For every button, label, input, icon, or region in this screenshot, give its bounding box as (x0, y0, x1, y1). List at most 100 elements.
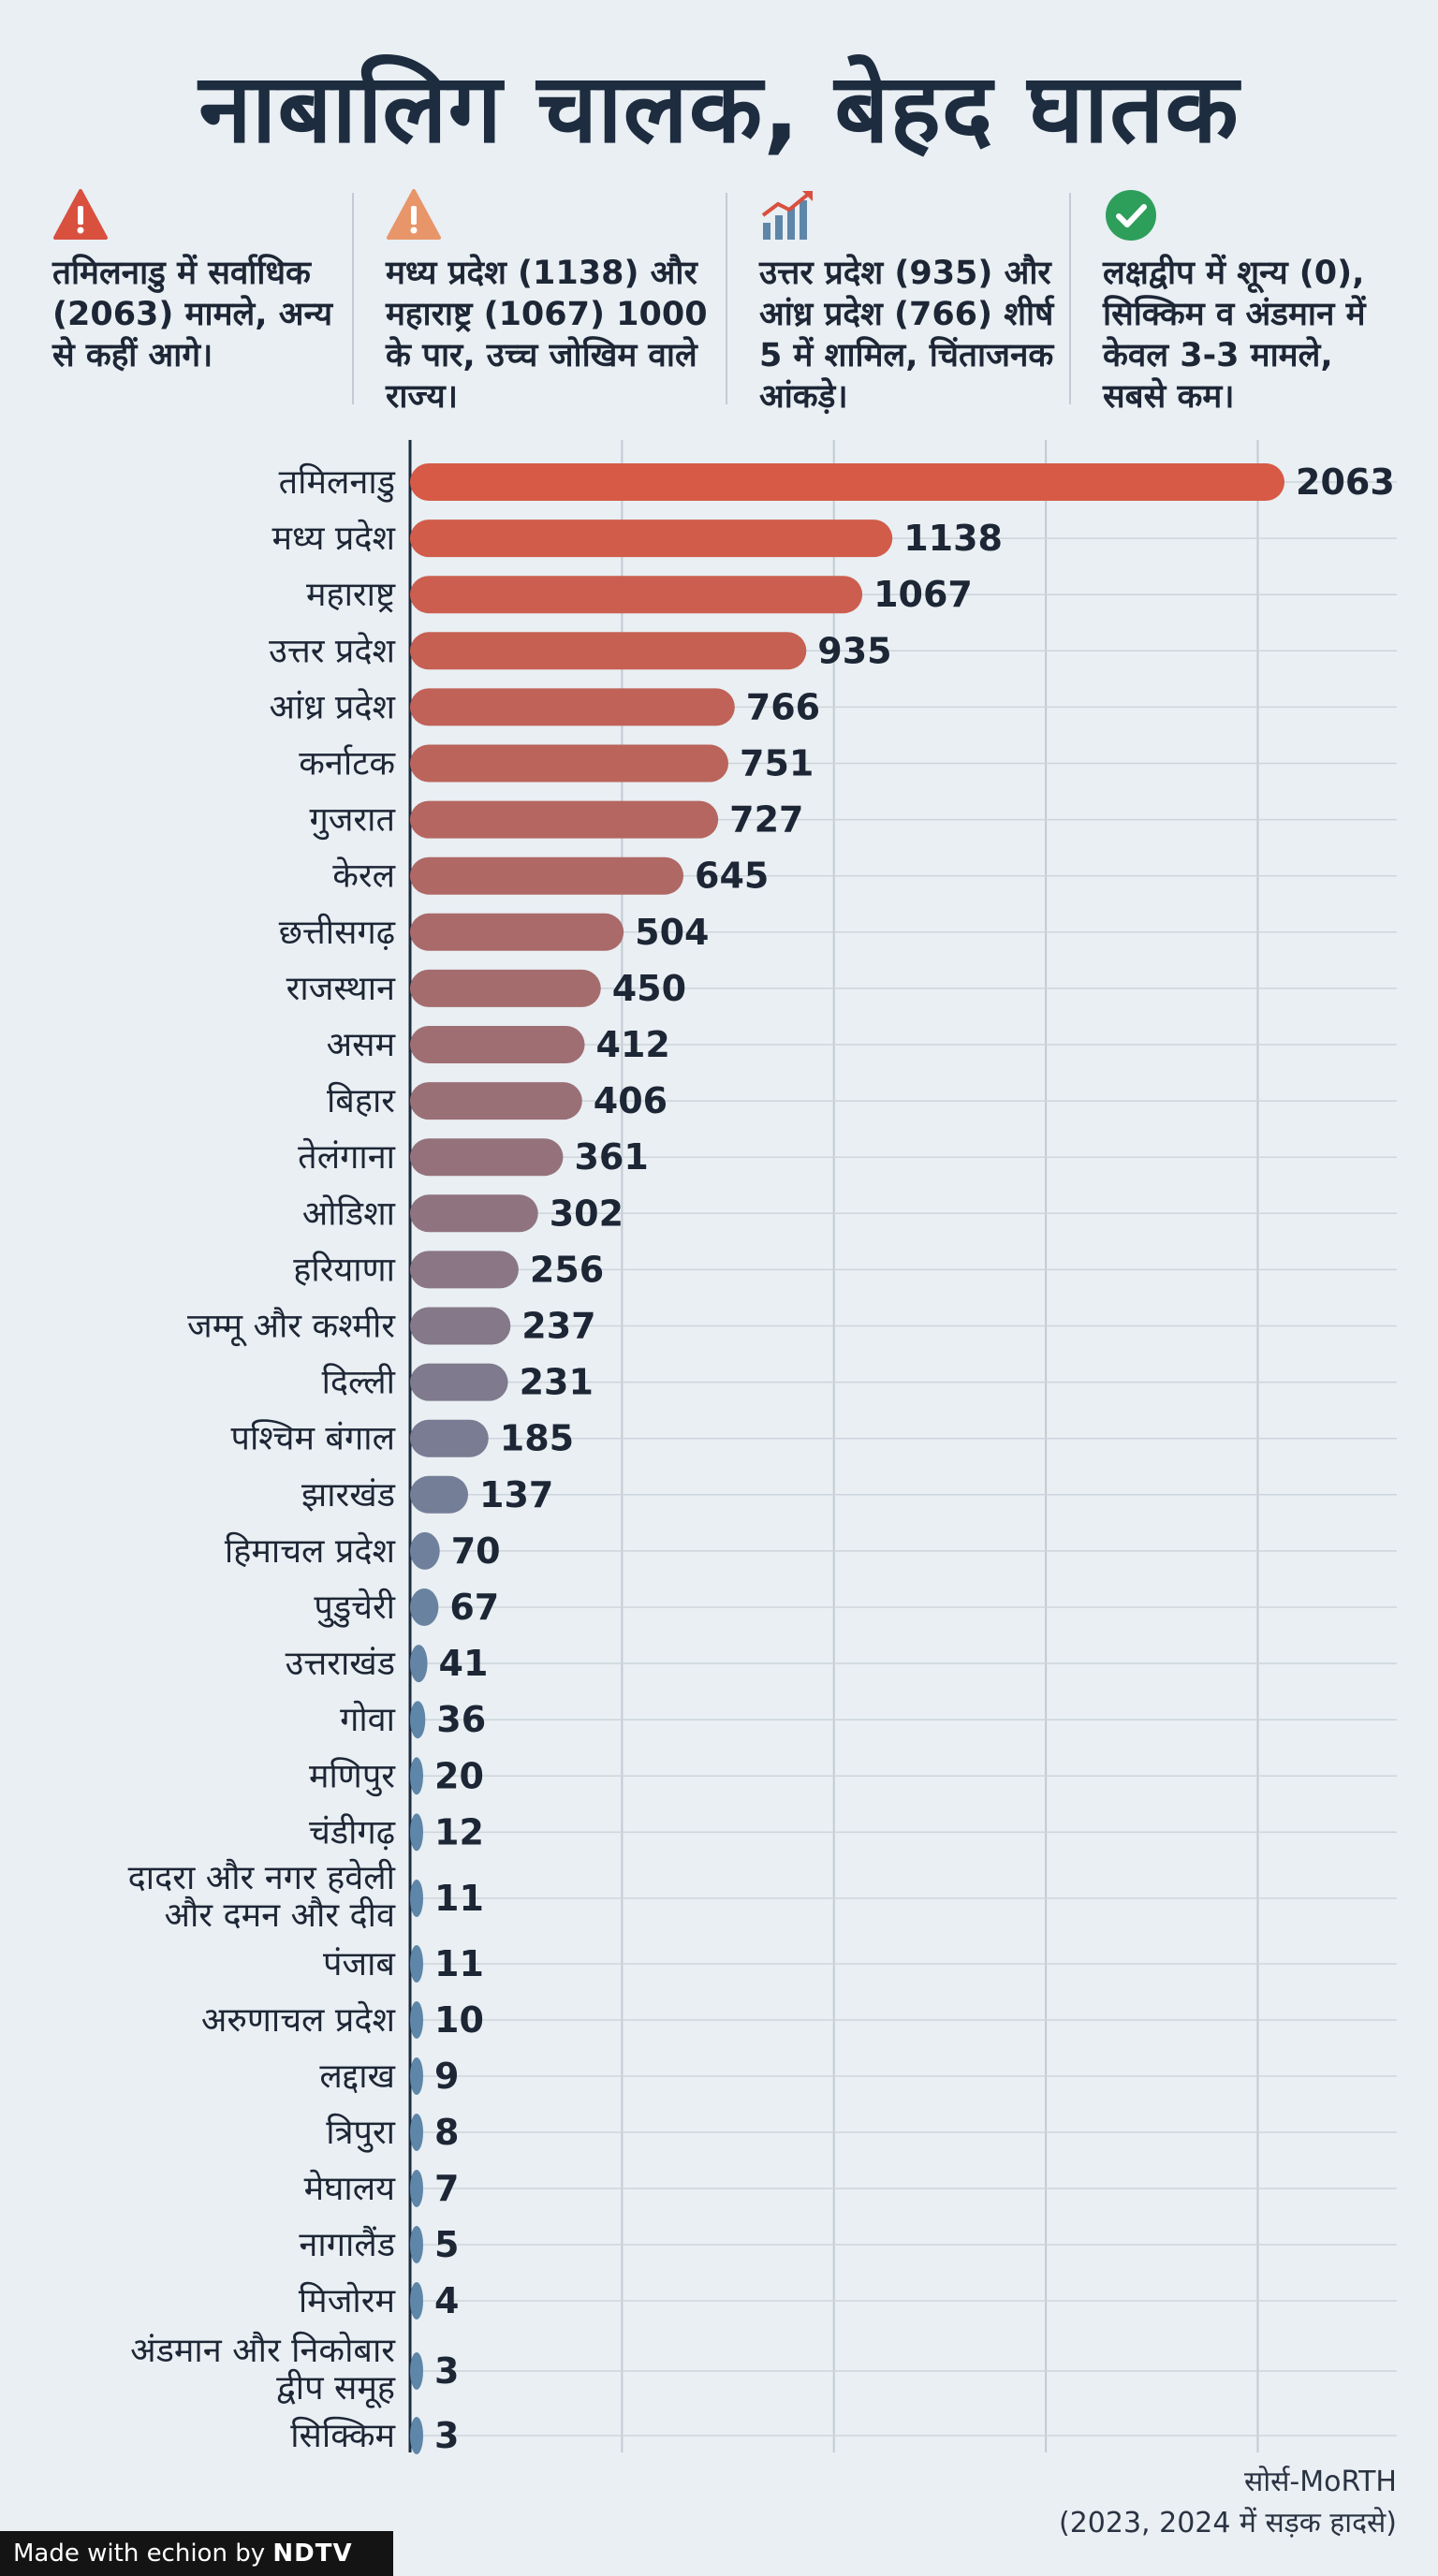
insight-cards: तमिलनाडु में सर्वाधिक (2063) मामले, अन्य… (37, 183, 1401, 416)
value-label: 70 (451, 1530, 501, 1572)
card-divider (1069, 193, 1071, 404)
value-label: 645 (695, 856, 769, 897)
bar-14 (410, 1194, 538, 1233)
bar-12 (410, 1082, 582, 1120)
check-circle-icon (1106, 190, 1156, 241)
bar-8 (410, 856, 684, 895)
bar-4 (410, 632, 807, 670)
value-label: 7 (434, 2168, 459, 2209)
value-label: 1138 (903, 518, 1003, 559)
bar-17 (410, 1363, 508, 1401)
insight-card-tamilnadu: तमिलनाडु में सर्वाधिक (2063) मामले, अन्य… (37, 183, 346, 408)
value-label: 137 (479, 1474, 553, 1515)
bar-3 (410, 576, 863, 614)
value-label: 935 (817, 630, 891, 671)
insight-card-mp-maharashtra: मध्य प्रदेश (1138) और महाराष्ट्र (1067) … (371, 183, 736, 416)
bar-18 (410, 1419, 489, 1457)
category-label: केरल (332, 856, 395, 896)
category-label: उत्तराखंड (286, 1645, 396, 1683)
bar-28 (410, 2001, 423, 2039)
bar-19 (410, 1475, 469, 1514)
source-label: सोर्स-MoRTH (1244, 2466, 1397, 2498)
category-label: असम (327, 1026, 397, 1064)
value-label: 231 (520, 1362, 594, 1403)
bar-35 (410, 2417, 423, 2454)
category-label: छत्तीसगढ़ (279, 913, 396, 952)
bar-7 (410, 800, 719, 839)
bar-23 (410, 1701, 426, 1739)
insight-card-text: उत्तर प्रदेश (935) और आंध्र प्रदेश (766)… (759, 255, 1054, 416)
bar-5 (410, 688, 735, 726)
bar-20 (410, 1531, 440, 1570)
card-divider (726, 193, 727, 404)
value-label: 9 (434, 2056, 459, 2097)
bar-1 (410, 463, 1284, 501)
bar-15 (410, 1251, 519, 1289)
value-label: 2063 (1296, 461, 1395, 503)
category-label-line: और दमन और दीव (164, 1895, 395, 1935)
category-label: नागालैंड (299, 2225, 395, 2264)
value-label: 3 (434, 2415, 459, 2456)
category-label: गोवा (340, 1700, 396, 1739)
category-label: जम्मू और कश्मीर (187, 1307, 396, 1347)
value-label: 20 (434, 1755, 484, 1796)
value-label: 12 (434, 1811, 484, 1852)
bar-2 (410, 520, 893, 558)
value-label: 361 (574, 1136, 648, 1178)
value-label: 11 (434, 1878, 484, 1919)
category-label: दादरा और नगर हवेली और दमन और दीव (128, 1858, 396, 1935)
bar-33 (410, 2282, 423, 2320)
insight-card-up-ap: उत्तर प्रदेश (935) और आंध्र प्रदेश (766)… (744, 183, 1067, 416)
bar-30 (410, 2114, 423, 2151)
category-label: तमिलनाडु (279, 462, 396, 503)
category-label: मणिपुर (309, 1756, 396, 1796)
insight-card-text: तमिलनाडु में सर्वाधिक (2063) मामले, अन्य… (52, 255, 333, 374)
category-label: चंडीगढ़ (309, 1812, 396, 1852)
value-label: 237 (521, 1306, 595, 1347)
trend-chart-icon (761, 191, 813, 240)
bar-13 (410, 1138, 564, 1177)
source-note: सोर्स-MoRTH (2023, 2024 में सड़क हादसे) (1059, 2462, 1397, 2544)
bar-34 (410, 2352, 423, 2390)
bar-32 (410, 2226, 423, 2263)
insight-card-text: लक्षद्वीप में शून्य (0), सिक्किम व अंडमा… (1103, 255, 1366, 416)
category-label: राजस्थान (286, 970, 396, 1008)
made-with-badge[interactable]: Made with echion by NDTV (0, 2531, 393, 2576)
category-label-line: अंडमान और निकोबार (130, 2331, 396, 2370)
badge-by: by (235, 2539, 266, 2568)
category-label-line: द्वीप समूह (276, 2368, 396, 2408)
bar-10 (410, 969, 601, 1007)
category-label: दिल्ली (322, 1363, 396, 1402)
value-label: 412 (596, 1024, 670, 1065)
value-label: 766 (746, 686, 820, 727)
source-period: (2023, 2024 में सड़क हादसे) (1058, 2507, 1397, 2539)
bar-25 (410, 1813, 423, 1852)
category-label: मध्य प्रदेश (272, 519, 396, 558)
value-label: 256 (530, 1249, 604, 1290)
category-label: हरियाणा (293, 1250, 395, 1289)
bar-24 (410, 1757, 423, 1795)
value-label: 406 (594, 1080, 668, 1121)
value-label: 450 (612, 968, 686, 1009)
bar-6 (410, 744, 729, 783)
category-label: हिमाचल प्रदेश (225, 1531, 396, 1571)
category-label: तेलंगाना (298, 1137, 396, 1177)
insight-card-lakshadweep: लक्षद्वीप में शून्य (0), सिक्किम व अंडमा… (1088, 183, 1401, 416)
page-title: नाबालिग चालक, बेहद घातक (198, 53, 1240, 165)
value-label: 185 (500, 1418, 574, 1459)
category-label: झारखंड (301, 1476, 396, 1515)
value-label: 751 (740, 743, 814, 784)
category-label: लद्दाख (319, 2057, 395, 2096)
bar-9 (410, 913, 624, 951)
bar-16 (410, 1307, 511, 1345)
category-label: महाराष्ट्र (306, 576, 396, 614)
bar-31 (410, 2170, 423, 2207)
value-label: 727 (729, 799, 803, 841)
bar-26 (410, 1880, 423, 1917)
category-label: पुडुचेरी (314, 1588, 395, 1628)
bar-11 (410, 1026, 585, 1063)
badge-prefix: Made with (13, 2539, 139, 2568)
value-label: 5 (434, 2224, 459, 2265)
category-label: बिहार (327, 1081, 396, 1120)
